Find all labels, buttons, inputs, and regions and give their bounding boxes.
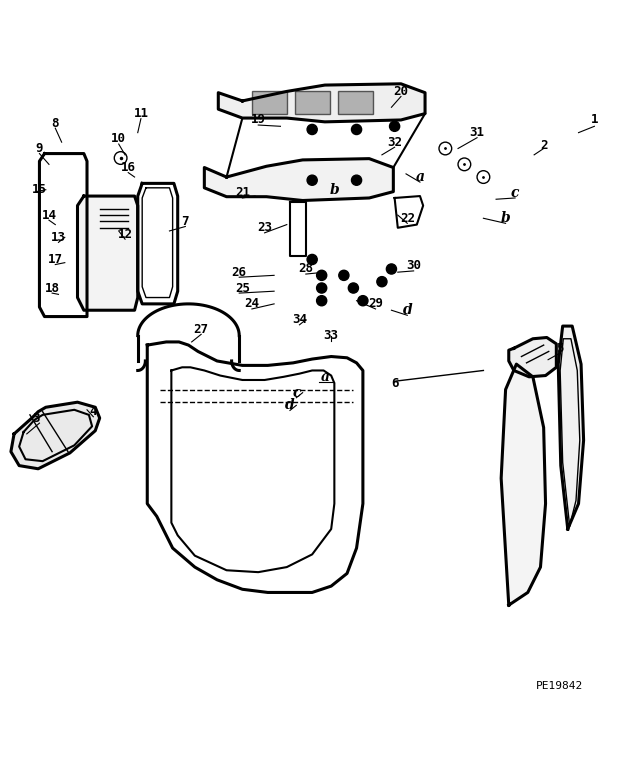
Text: PE19842: PE19842	[536, 681, 583, 691]
Text: 21: 21	[235, 186, 250, 199]
Text: 29: 29	[368, 298, 383, 310]
Polygon shape	[218, 84, 425, 122]
Circle shape	[390, 122, 399, 132]
Polygon shape	[501, 364, 545, 605]
Circle shape	[387, 264, 396, 274]
Text: 14: 14	[41, 209, 57, 221]
Text: c: c	[511, 186, 519, 200]
Text: 6: 6	[391, 377, 398, 390]
Polygon shape	[11, 402, 100, 469]
Circle shape	[352, 125, 362, 135]
Bar	[252, 91, 287, 114]
Text: 22: 22	[400, 212, 415, 225]
Circle shape	[377, 277, 387, 287]
Text: 19: 19	[251, 114, 266, 126]
Text: 25: 25	[235, 281, 250, 294]
Text: 4: 4	[90, 405, 97, 418]
Text: 17: 17	[48, 253, 63, 266]
Text: 32: 32	[387, 136, 402, 149]
Polygon shape	[509, 337, 556, 377]
Text: 5: 5	[555, 342, 563, 354]
Text: 27: 27	[194, 323, 209, 336]
Text: 16: 16	[121, 161, 136, 174]
Text: b: b	[329, 183, 340, 197]
Text: a: a	[415, 170, 424, 184]
Circle shape	[307, 175, 317, 185]
Text: 2: 2	[540, 139, 547, 152]
Text: 20: 20	[394, 85, 408, 98]
Circle shape	[358, 296, 368, 306]
Text: 3: 3	[32, 411, 40, 425]
Circle shape	[352, 175, 362, 185]
Polygon shape	[558, 326, 583, 529]
Text: d: d	[403, 303, 412, 317]
Text: 10: 10	[111, 132, 126, 146]
Bar	[295, 91, 330, 114]
Text: 26: 26	[232, 266, 247, 279]
Text: 1: 1	[590, 114, 598, 126]
Circle shape	[348, 283, 359, 293]
Text: 11: 11	[133, 108, 148, 120]
Circle shape	[317, 270, 327, 280]
Text: 13: 13	[51, 231, 66, 244]
Text: 7: 7	[182, 215, 189, 228]
Text: 23: 23	[257, 221, 272, 234]
Text: 15: 15	[32, 183, 47, 196]
Circle shape	[339, 270, 349, 280]
Circle shape	[307, 125, 317, 135]
Text: 8: 8	[52, 117, 59, 129]
Polygon shape	[78, 196, 138, 310]
Text: 30: 30	[406, 259, 421, 273]
Text: 12: 12	[118, 227, 132, 241]
Text: a: a	[320, 370, 329, 384]
Text: 9: 9	[36, 142, 43, 155]
Text: 18: 18	[45, 281, 60, 294]
Circle shape	[307, 255, 317, 265]
Polygon shape	[204, 159, 393, 200]
Text: 34: 34	[292, 313, 307, 326]
Text: 28: 28	[298, 263, 313, 276]
Circle shape	[317, 296, 327, 306]
Text: c: c	[292, 386, 301, 400]
Bar	[338, 91, 373, 114]
Text: 33: 33	[324, 329, 339, 342]
Text: 31: 31	[469, 126, 485, 139]
Text: b: b	[501, 211, 510, 225]
Text: 24: 24	[245, 298, 259, 310]
Circle shape	[317, 283, 327, 293]
Text: d: d	[285, 398, 295, 412]
